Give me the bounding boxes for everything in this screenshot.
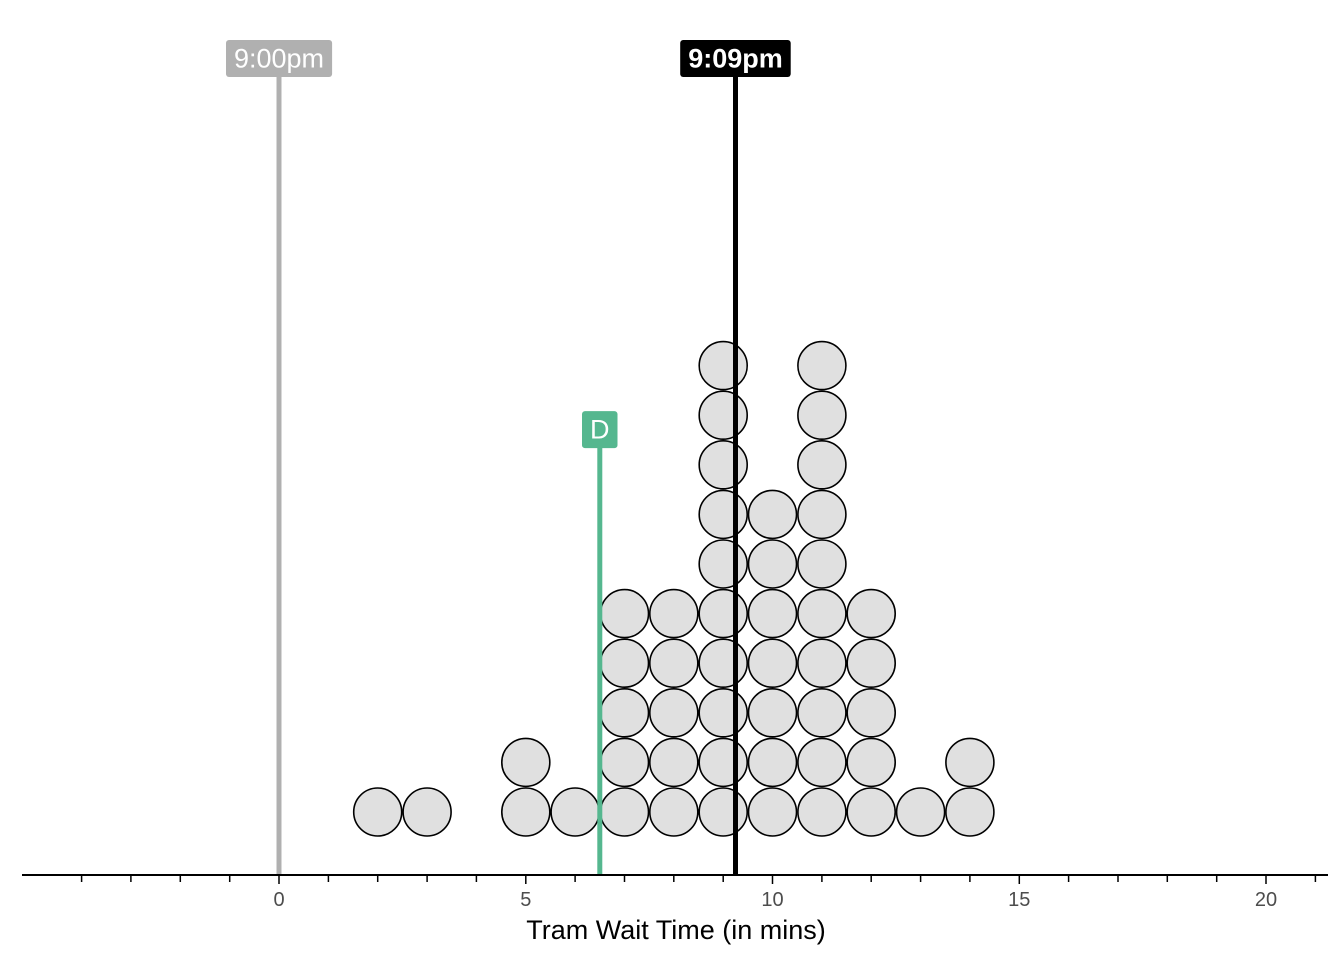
x-axis: 0 5 10 15 20 <box>22 874 1328 911</box>
dot-point <box>797 439 847 490</box>
reference-label-box <box>680 40 791 77</box>
dot-point <box>698 638 749 689</box>
dot-point <box>846 638 897 689</box>
reference-label-text: 9:09pm <box>688 44 783 74</box>
dot-point <box>500 787 551 837</box>
dot-point <box>846 588 897 639</box>
dot-point <box>846 737 897 788</box>
dot-point <box>747 588 798 639</box>
dot-point <box>599 588 650 639</box>
dot-point <box>945 737 995 788</box>
reference-label: 9:09pm <box>680 40 791 77</box>
x-tick-label: 20 <box>1255 889 1277 911</box>
dot-point <box>698 687 749 738</box>
dot-point <box>352 787 403 837</box>
x-tick-label: 10 <box>761 889 783 911</box>
dot-point <box>698 489 749 540</box>
reference-label-box <box>582 411 618 449</box>
dot-point <box>747 787 798 837</box>
dot-point <box>648 687 699 738</box>
dot-point <box>797 687 847 738</box>
dot-point <box>797 638 847 689</box>
dot-point <box>402 787 452 837</box>
dot-point <box>648 638 699 689</box>
dot-point <box>599 687 650 738</box>
dot-point <box>747 737 798 788</box>
dot-point <box>550 787 600 837</box>
x-axis-title: Tram Wait Time (in mins) <box>526 915 826 945</box>
reference-label: D <box>582 411 618 449</box>
dot-point <box>797 489 847 540</box>
dot-point <box>797 539 847 589</box>
dot-point <box>698 539 749 589</box>
dot-point <box>747 539 798 589</box>
x-tick-label: 15 <box>1008 889 1030 911</box>
dot-point <box>698 340 749 391</box>
dot-point <box>648 787 699 837</box>
dot-point <box>599 737 650 788</box>
dot-point <box>747 638 798 689</box>
dot-point <box>599 787 650 837</box>
dots-layer <box>352 340 995 837</box>
dot-point <box>698 588 749 639</box>
dot-point <box>797 390 847 441</box>
dot-point <box>895 787 946 837</box>
dot-point <box>797 737 847 788</box>
dot-point <box>648 737 699 788</box>
dot-point <box>945 787 995 837</box>
dot-point <box>698 787 749 837</box>
dot-point <box>797 787 847 837</box>
dot-point <box>846 787 897 837</box>
reference-label-text: D <box>590 415 610 445</box>
x-tick-label: 0 <box>273 889 284 911</box>
reference-label-box <box>226 40 333 77</box>
dot-point <box>599 638 650 689</box>
dot-point <box>846 687 897 738</box>
dot-point <box>797 588 847 639</box>
reference-lines-layer: 9:00pm 9:09pm D <box>226 40 791 875</box>
dot-point <box>698 390 749 441</box>
dot-point <box>698 439 749 490</box>
dot-point <box>797 340 847 391</box>
reference-label-text: 9:00pm <box>234 44 324 74</box>
x-tick-label: 5 <box>520 889 531 911</box>
dot-point <box>747 687 798 738</box>
reference-label: 9:00pm <box>226 40 333 77</box>
dot-point <box>500 737 551 788</box>
dot-point <box>698 737 749 788</box>
dot-point <box>648 588 699 639</box>
dot-point <box>747 489 798 540</box>
